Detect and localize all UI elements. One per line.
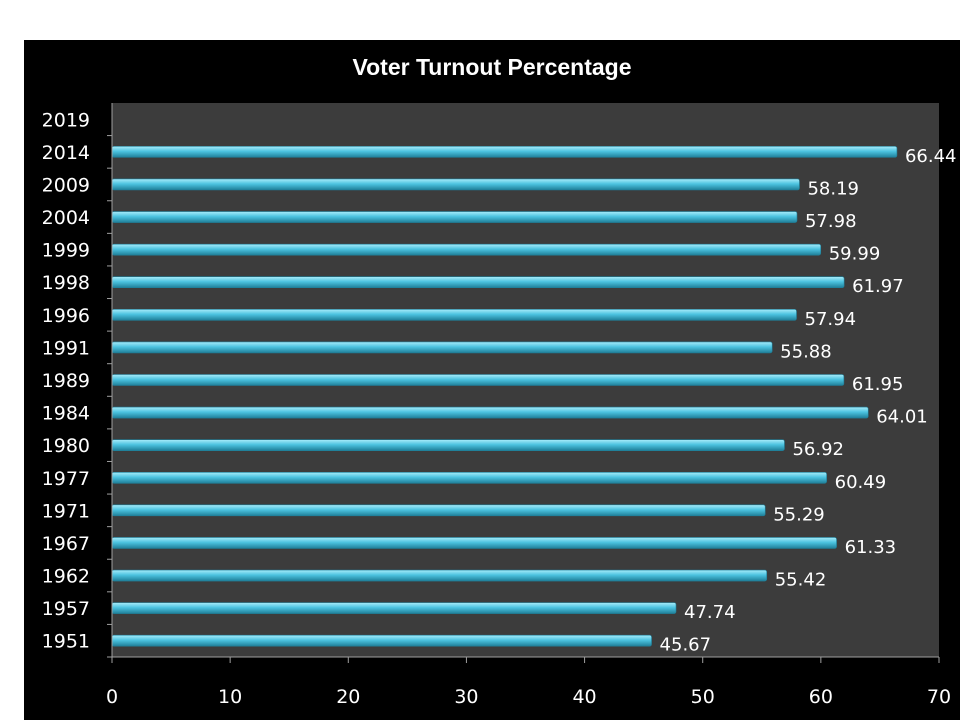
bar-value-label: 55.42: [775, 570, 827, 591]
x-tick-label: 60: [809, 686, 833, 708]
chart-title: Voter Turnout Percentage: [352, 54, 632, 80]
bar: [111, 471, 827, 484]
x-tick-label: 30: [454, 686, 478, 708]
y-tick-label: 2014: [42, 142, 90, 164]
y-tick-label: 1957: [42, 598, 90, 620]
bar: [111, 276, 845, 289]
y-tick-label: 2004: [42, 207, 90, 229]
y-tick-label: 1991: [42, 337, 90, 359]
x-axis: 0 10 20 30 40 50 60 70: [106, 656, 951, 708]
bar: [111, 439, 785, 451]
bar-value-label: 47.74: [684, 602, 736, 623]
y-tick-label: 2009: [42, 174, 90, 196]
bar-value-label: 58.19: [807, 178, 859, 199]
bar-value-label: 61.97: [852, 276, 904, 297]
y-axis: 1951 1957 1962 1967 1971 1977 1980 1984 1989 1991…: [42, 103, 113, 658]
bar: [111, 374, 845, 386]
bar: [111, 309, 797, 321]
bar-value-label: 57.94: [805, 309, 857, 330]
x-tick-label: 10: [218, 686, 242, 708]
bar-value-label: 61.95: [852, 374, 904, 395]
bar: [111, 569, 768, 582]
y-tick-label: 1977: [42, 468, 90, 490]
y-tick-label: 1996: [42, 305, 90, 327]
y-tick-label: 1971: [42, 500, 90, 522]
bar: [111, 406, 869, 419]
bar-value-label: 60.49: [835, 472, 887, 493]
bar-value-label: 61.33: [845, 537, 897, 558]
bar: [111, 146, 898, 158]
chart-frame: Voter Turnout Percentage 45.67 47.74 55.42…: [24, 40, 960, 720]
bar-value-label: 64.01: [876, 407, 928, 428]
bar: [111, 634, 652, 647]
bar-value-label: 55.88: [780, 341, 832, 362]
x-tick-label: 0: [106, 686, 118, 708]
bar: [111, 537, 837, 549]
bar: [111, 178, 800, 191]
bar-value-label: 56.92: [792, 439, 844, 460]
bar: [111, 602, 677, 614]
bar-value-label: 55.29: [773, 504, 825, 525]
bar: [111, 211, 798, 223]
bar-chart: 45.67 47.74 55.42 61.33 55.29 60.49 56.92 64.01…: [42, 103, 957, 708]
bar: [111, 341, 773, 354]
y-tick-label: 1998: [42, 272, 90, 294]
y-tick-label: 1962: [42, 566, 90, 588]
bar-value-label: 59.99: [829, 244, 881, 265]
y-tick-label: 1984: [42, 403, 90, 425]
x-tick-label: 50: [691, 686, 715, 708]
y-tick-label: 1999: [42, 240, 90, 262]
bar-value-label: 57.98: [805, 211, 857, 232]
y-tick-label: 1980: [42, 435, 90, 457]
x-tick-label: 40: [572, 686, 596, 708]
x-tick-label: 70: [927, 686, 951, 708]
y-tick-label: 1951: [42, 631, 90, 653]
y-tick-label: 1967: [42, 533, 90, 555]
bar-value-label: 45.67: [660, 635, 712, 656]
x-tick-label: 20: [336, 686, 360, 708]
bar-value-label: 66.44: [905, 146, 957, 167]
y-tick-label: 2019: [42, 109, 90, 131]
bar: [111, 504, 766, 517]
y-tick-label: 1989: [42, 370, 90, 392]
bar: [111, 243, 822, 256]
